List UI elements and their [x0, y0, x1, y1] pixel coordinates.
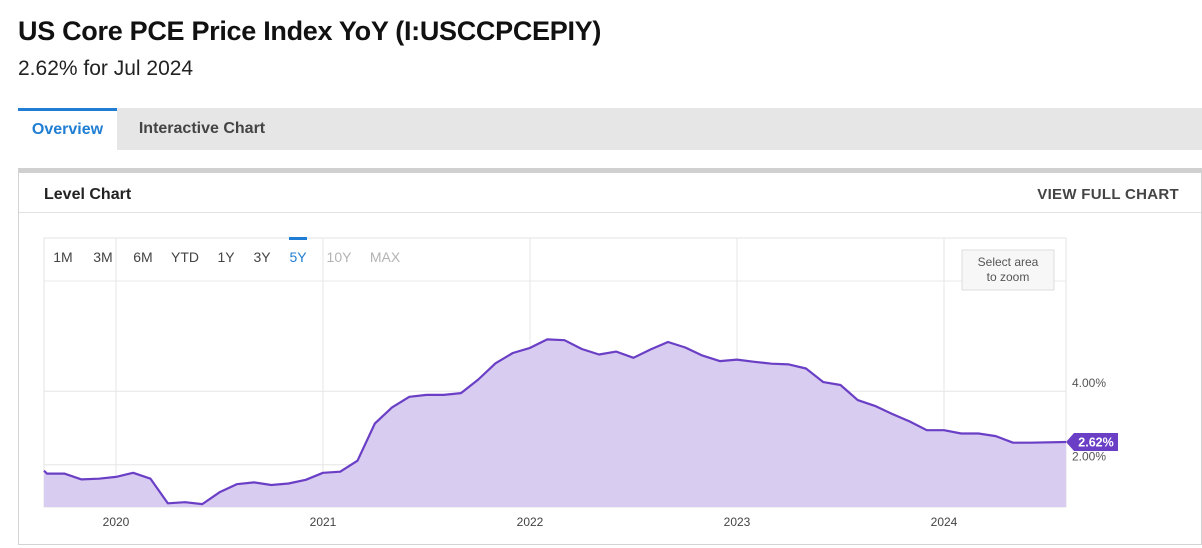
y-tick-label: 4.00% — [1072, 376, 1106, 390]
zoom-hint-box — [961, 249, 1055, 291]
range-button-active-indicator — [289, 237, 307, 240]
range-button-6m[interactable]: 6M — [133, 249, 152, 265]
range-button-10y: 10Y — [327, 249, 353, 265]
range-button-5y[interactable]: 5Y — [289, 249, 307, 265]
x-tick-label: 2022 — [517, 515, 544, 529]
y-tick-label: 2.00% — [1072, 450, 1106, 464]
page-title: US Core PCE Price Index YoY (I:USCCPCEPI… — [18, 16, 602, 46]
x-tick-label: 2021 — [310, 515, 337, 529]
range-button-ytd[interactable]: YTD — [171, 249, 199, 265]
tab-bar: Overview Interactive Chart — [18, 108, 1202, 150]
series-area — [44, 339, 1066, 507]
card-divider — [19, 212, 1201, 213]
current-value-label: 2.62% — [1078, 435, 1113, 449]
zoom-hint-text: Select area — [978, 255, 1039, 269]
x-tick-label: 2023 — [724, 515, 751, 529]
view-full-chart-link[interactable]: VIEW FULL CHART — [1037, 186, 1179, 203]
range-button-max: MAX — [370, 249, 401, 265]
range-button-3m[interactable]: 3M — [93, 249, 112, 265]
page-subtitle: 2.62% for Jul 2024 — [18, 57, 194, 80]
range-button-1y[interactable]: 1Y — [217, 249, 235, 265]
tab-interactive-chart[interactable]: Interactive Chart — [138, 120, 266, 137]
range-button-3y[interactable]: 3Y — [253, 249, 271, 265]
card-title: Level Chart — [44, 186, 132, 203]
current-value-badge-shape — [1066, 432, 1118, 451]
x-tick-label: 2020 — [103, 515, 130, 529]
zoom-hint-text: to zoom — [987, 270, 1030, 284]
series-line — [43, 338, 1067, 506]
range-button-1m[interactable]: 1M — [53, 249, 72, 265]
current-value-badge: 2.62% — [1066, 432, 1118, 451]
x-tick-label: 2024 — [931, 515, 958, 529]
tab-overview[interactable]: Overview — [18, 108, 117, 150]
